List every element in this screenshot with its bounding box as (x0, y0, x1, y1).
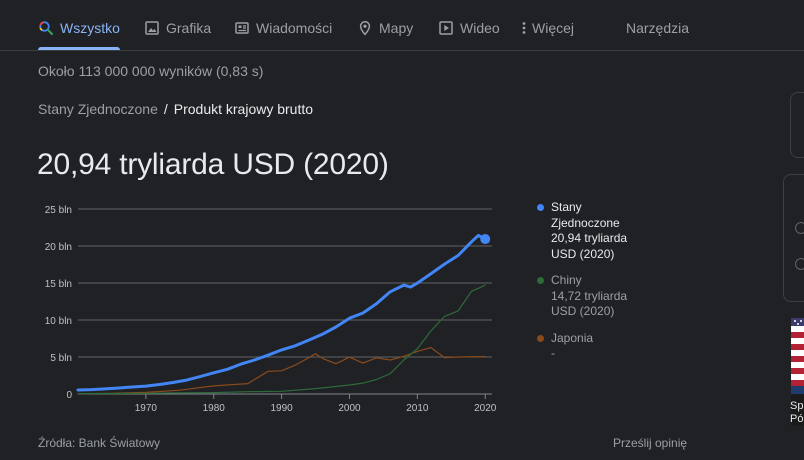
y-tick-label: 20 bln (45, 242, 72, 253)
tabs-divider (0, 50, 804, 51)
tab-all-label: Wszystko (60, 20, 120, 36)
x-tick-label: 1990 (270, 403, 293, 414)
legend-us-value: 20,94 tryliarda USD (2020) (551, 231, 628, 261)
y-tick-label: 25 bln (45, 205, 72, 216)
tab-maps[interactable]: Mapy (357, 18, 413, 38)
legend-marker-us (537, 204, 544, 211)
legend-china-value: 14,72 tryliarda USD (2020) (551, 288, 628, 319)
tab-images-label: Grafika (166, 20, 212, 36)
image-icon (145, 21, 159, 35)
tab-more-label: Więcej (532, 20, 575, 36)
tab-all[interactable]: Wszystko (38, 18, 120, 38)
y-tick-label: 15 bln (45, 279, 72, 290)
tab-maps-label: Mapy (379, 20, 414, 36)
more-vert-icon (522, 22, 526, 34)
result-stats: Około 113 000 000 wyników (0,83 s) (38, 63, 264, 79)
breadcrumb: Stany Zjednoczone / Produkt krajowy brut… (38, 101, 313, 117)
play-icon (439, 21, 453, 35)
legend-japan-value: - (551, 346, 555, 360)
x-tick-label: 1980 (203, 403, 226, 414)
side-panel-edge (783, 174, 804, 302)
japan-gdp-line (77, 347, 486, 395)
data-source: Źródła: Bank Światowy (38, 436, 161, 450)
tab-videos[interactable]: Wideo (438, 18, 500, 38)
legend-japan-name: Japonia (551, 330, 594, 345)
tab-videos-label: Wideo (460, 20, 500, 36)
active-tab-indicator (38, 47, 120, 50)
radio-icon[interactable] (795, 258, 804, 270)
legend-item-japan[interactable]: Japonia - (537, 331, 647, 362)
x-tick-label: 1970 (135, 403, 158, 414)
y-tick-label: 0 (66, 390, 72, 401)
y-tick-label: 10 bln (45, 316, 72, 327)
tools-button[interactable]: Narzędzia (626, 18, 689, 38)
gdp-line-chart[interactable]: 0 5 bln 10 bln 15 bln 20 bln 25 bln 1970 1980 19… (30, 196, 500, 418)
legend-item-us[interactable]: Stany Zjednoczone 20,94 tryliarda USD (2… (537, 200, 647, 262)
side-caption: Sp Pó (790, 400, 804, 425)
legend-marker-china (537, 277, 544, 284)
breadcrumb-current: Produkt krajowy brutto (173, 101, 314, 117)
map-pin-icon (359, 21, 371, 36)
breadcrumb-parent[interactable]: Stany Zjednoczone (38, 101, 158, 117)
side-card-edge (790, 92, 804, 158)
radio-icon[interactable] (795, 222, 804, 234)
legend-marker-japan (537, 334, 544, 342)
tab-images[interactable]: Grafika (144, 18, 211, 38)
china-gdp-line (77, 284, 486, 395)
tab-more[interactable]: Więcej (520, 18, 574, 38)
tools-label: Narzędzia (626, 20, 690, 36)
gdp-headline-value: 20,94 tryliarda USD (2020) (37, 148, 389, 181)
feedback-link[interactable]: Prześlij opinię (613, 436, 688, 450)
us-latest-point (480, 234, 491, 245)
legend-china-name: Chiny (551, 273, 582, 287)
search-icon (39, 21, 53, 35)
x-tick-label: 2000 (338, 403, 361, 414)
news-icon (235, 22, 249, 34)
chart-legend: Stany Zjednoczone 20,94 tryliarda USD (2… (537, 200, 647, 373)
search-tabs-bar: Wszystko Grafika Wiadomości Mapy Wideo (0, 0, 804, 50)
tab-news[interactable]: Wiadomości (234, 18, 332, 38)
legend-item-china[interactable]: Chiny 14,72 tryliarda USD (2020) (537, 273, 647, 320)
tab-news-label: Wiadomości (256, 20, 333, 36)
us-gdp-line (76, 233, 487, 392)
x-tick-label: 2010 (406, 403, 429, 414)
breadcrumb-separator: / (163, 101, 168, 117)
x-tick-label: 2020 (474, 403, 497, 414)
legend-us-name: Stany Zjednoczone (551, 200, 620, 230)
us-flag-thumbnail[interactable] (791, 318, 804, 426)
y-tick-label: 5 bln (50, 353, 72, 364)
